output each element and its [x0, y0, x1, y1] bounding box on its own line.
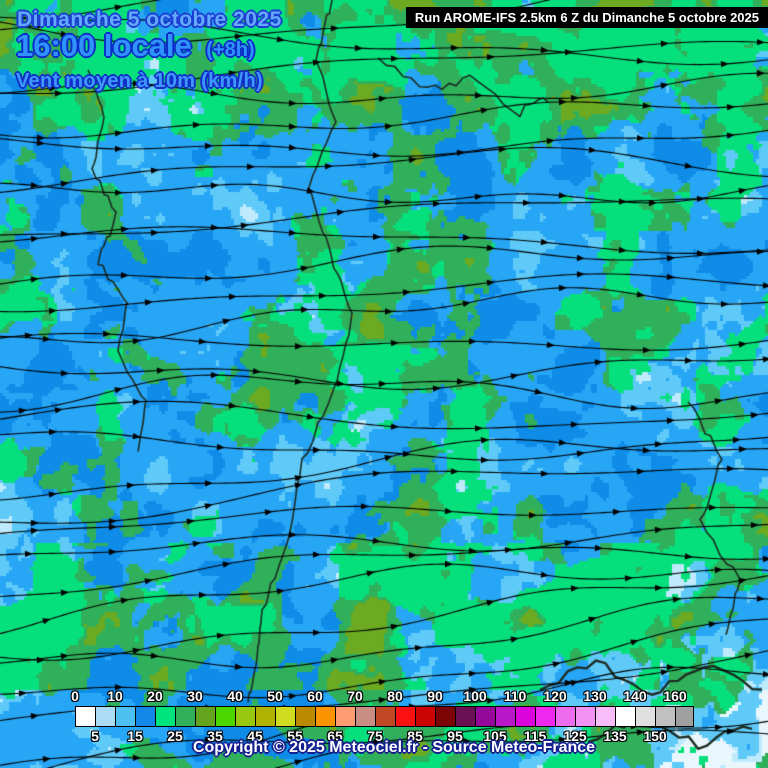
copyright-notice: Copyright © 2025 Meteociel.fr - Source M…: [192, 739, 596, 756]
forecast-time-line: 16:00 locale (+8h): [16, 28, 255, 64]
variable-label: Vent moyen à 10m (km/h): [16, 70, 263, 92]
forecast-date: Dimanche 5 octobre 2025: [17, 8, 282, 31]
forecast-hour-offset: (+8h): [206, 39, 255, 61]
model-run-banner: Run AROME-IFS 2.5km 6 Z du Dimanche 5 oc…: [405, 7, 768, 28]
forecast-local-time: 16:00 locale: [16, 28, 192, 63]
